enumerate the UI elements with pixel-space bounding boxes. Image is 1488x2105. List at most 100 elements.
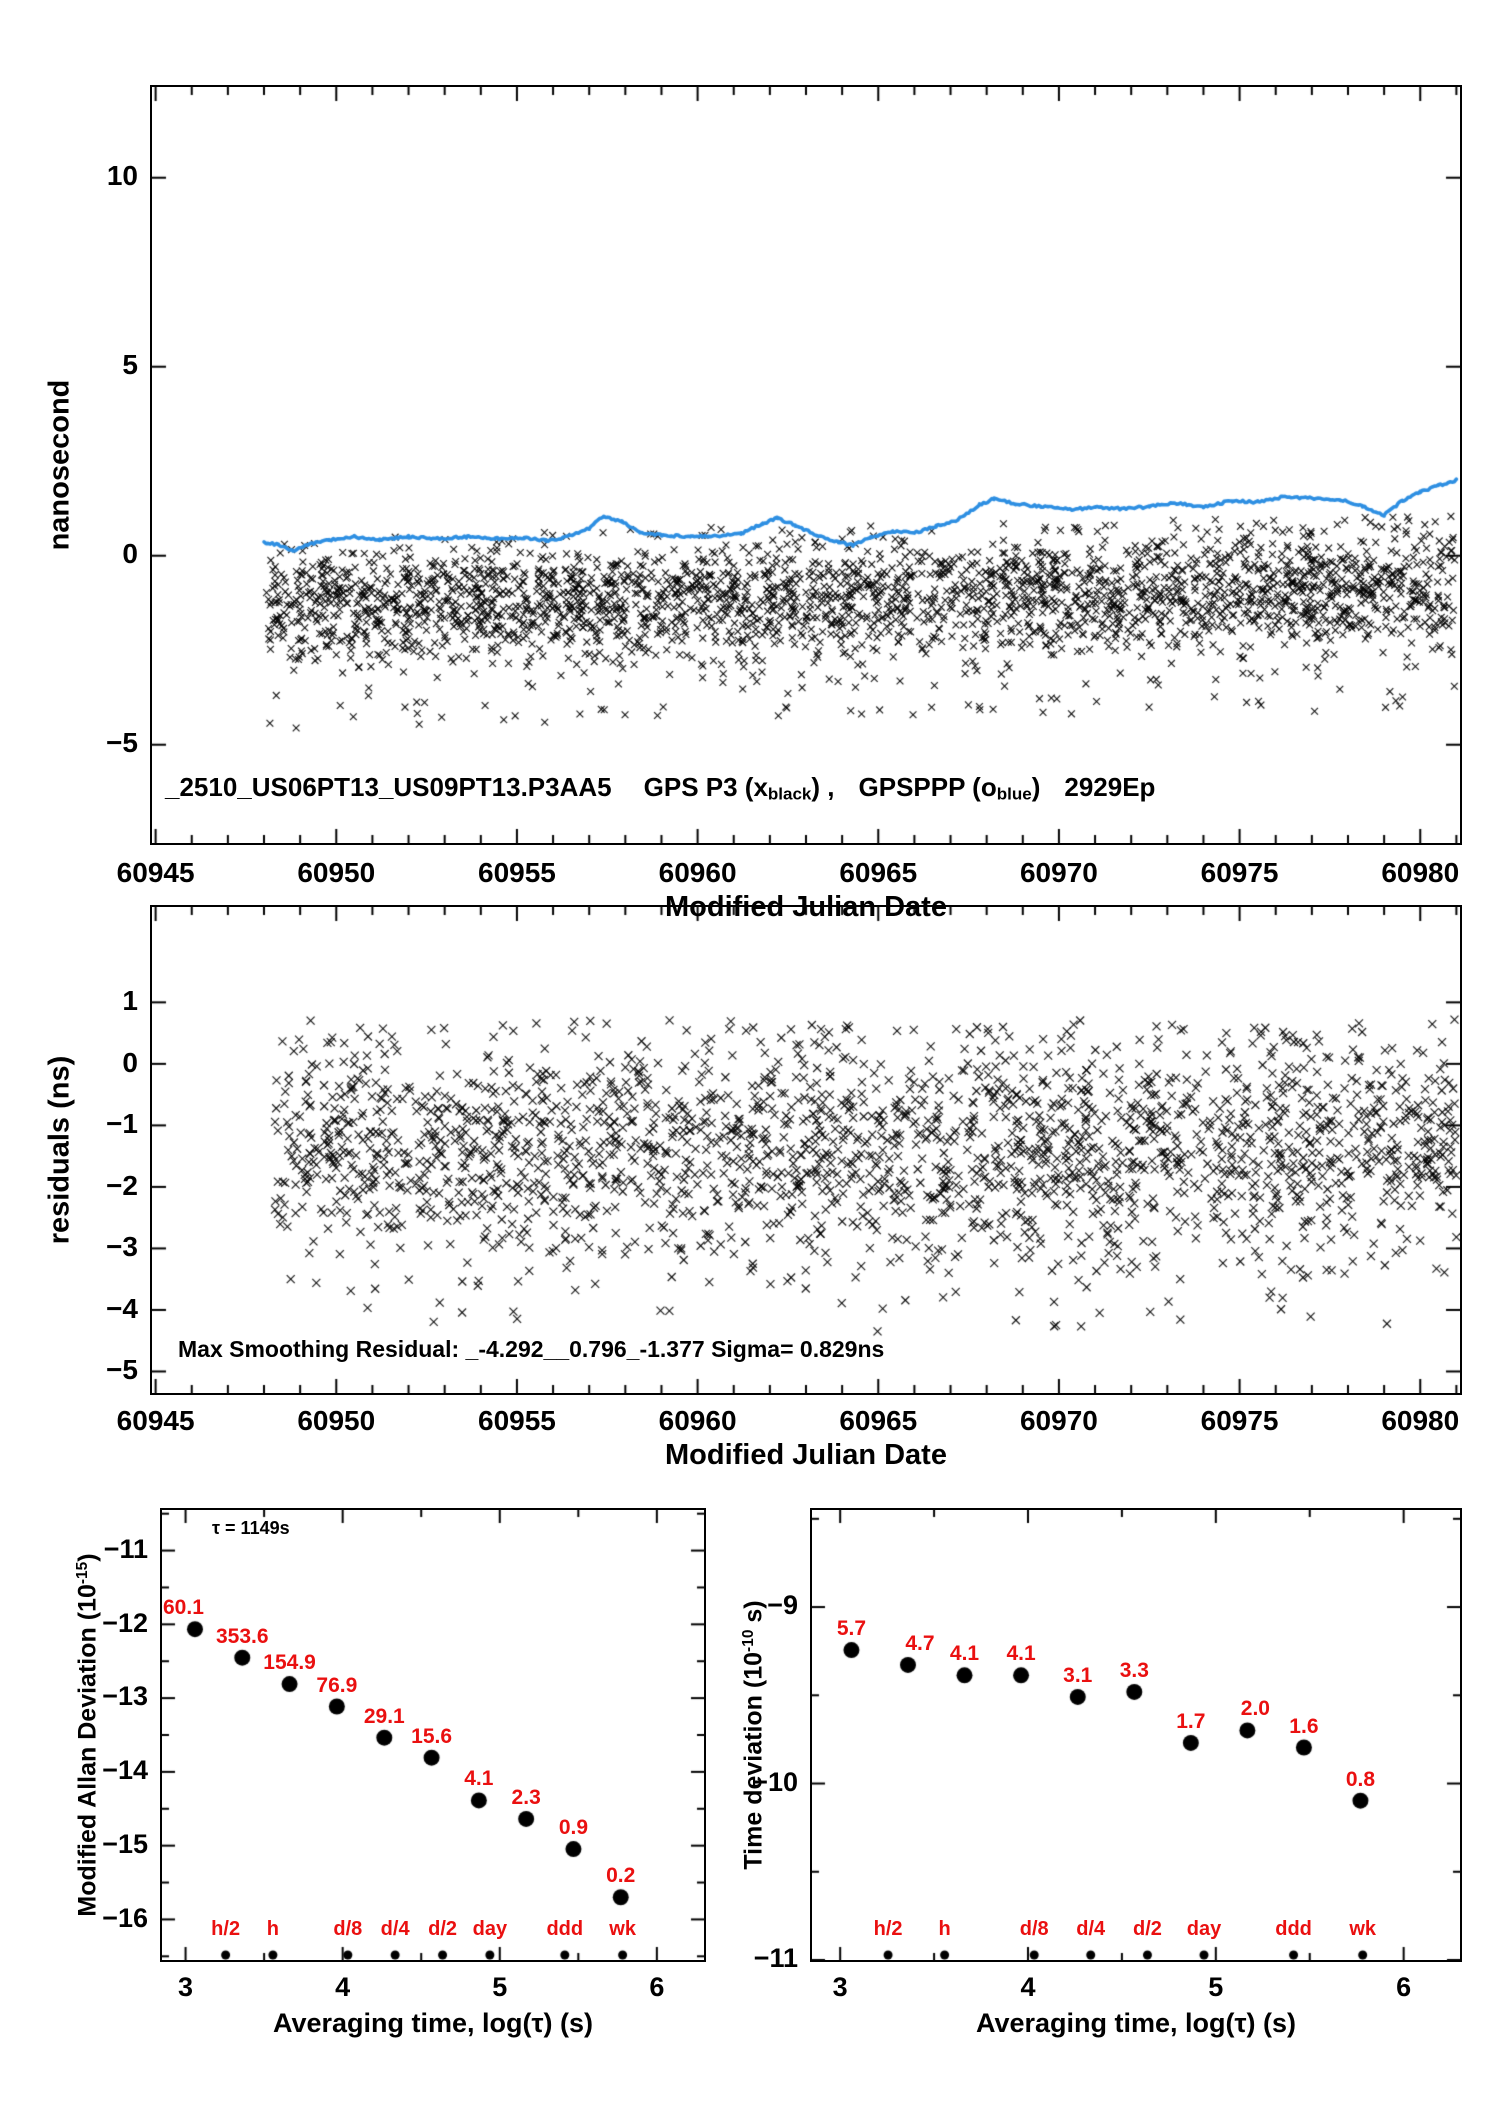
y-tick-label: −13 xyxy=(102,1681,148,1712)
x-tick-label: 60970 xyxy=(1019,1405,1098,1436)
y-tick-label: −4 xyxy=(106,1292,138,1324)
tau-marker-label: ddd xyxy=(1275,1918,1312,1940)
y-tick-label: −9 xyxy=(767,1590,798,1621)
x-tick-label: 4 xyxy=(335,1972,351,2002)
tau-annotation: τ = 1149s xyxy=(212,1518,290,1538)
point-value-label: 154.9 xyxy=(263,1651,316,1675)
gps-p3-legend-close: ) , xyxy=(811,772,835,802)
tdev-yaxis-title-pre: Time deviation (10 xyxy=(739,1651,768,1870)
x-tick-label: 3 xyxy=(832,1972,848,2002)
x-tick-label: 60945 xyxy=(116,857,195,888)
y-tick-label: −14 xyxy=(102,1755,148,1786)
x-tick-label: 6 xyxy=(1396,1972,1412,2002)
phase-scatter-canvas xyxy=(152,87,1460,843)
y-tick-label: −16 xyxy=(102,1902,148,1933)
x-tick-label: 60965 xyxy=(839,1405,918,1436)
point-value-label: 1.7 xyxy=(1176,1709,1206,1733)
residuals-plot-panel xyxy=(150,905,1462,1395)
point-value-label: 60.1 xyxy=(163,1596,204,1620)
tau-marker-label: wk xyxy=(1349,1918,1377,1940)
x-tick-label: 60955 xyxy=(478,1405,556,1436)
gpsppp-legend-close: ) xyxy=(1031,772,1041,802)
x-tick-label: 60970 xyxy=(1019,857,1098,888)
point-value-label: 3.1 xyxy=(1063,1663,1093,1687)
phase-plot-title: _2510_US06PT13_US09PT13.P3AA5 GPS P3 (x bl… xyxy=(165,772,1465,805)
phase-yaxis-title: nanosecond xyxy=(43,379,76,551)
tdev-scatter-canvas xyxy=(812,1510,1460,1960)
x-tick-label: 60960 xyxy=(658,1405,737,1436)
mdev-yaxis-title-sup: -15 xyxy=(73,1561,91,1585)
point-value-label: 29.1 xyxy=(363,1704,405,1728)
point-value-label: 76.9 xyxy=(316,1673,358,1697)
y-tick-label: −15 xyxy=(102,1828,148,1859)
x-tick-label: 3 xyxy=(178,1972,194,2002)
tdev-yaxis-title: Time deviation (10-10 s) xyxy=(740,1600,769,1869)
y-tick-label: −5 xyxy=(106,727,138,759)
x-tick-label: 6 xyxy=(649,1972,665,2002)
tau-marker-label: d/4 xyxy=(1076,1918,1106,1940)
x-tick-label: 60945 xyxy=(116,1405,195,1436)
x-tick-label: 5 xyxy=(1208,1972,1224,2002)
point-value-label: 3.3 xyxy=(1119,1658,1149,1682)
point-value-label: 353.6 xyxy=(215,1624,269,1648)
y-tick-label: −12 xyxy=(102,1607,148,1638)
tau-marker-label: ddd xyxy=(546,1918,584,1940)
tdev-xaxis-title: Averaging time, log(τ) (s) xyxy=(975,2008,1297,2038)
tau-marker-label: h/2 xyxy=(211,1918,241,1940)
x-tick-label: 60965 xyxy=(839,857,918,888)
y-tick-label: −11 xyxy=(753,1943,798,1974)
y-tick-label: 1 xyxy=(122,984,138,1016)
x-tick-label: 60955 xyxy=(478,857,556,888)
point-value-label: 15.6 xyxy=(411,1724,453,1748)
x-tick-label: 60950 xyxy=(297,857,376,888)
y-tick-label: −10 xyxy=(752,1766,798,1797)
gps-p3-legend-label: GPS P3 (x xyxy=(643,772,768,802)
y-tick-label: 10 xyxy=(106,160,138,192)
point-value-label: 4.7 xyxy=(905,1631,935,1655)
x-tick-label: 60975 xyxy=(1200,1405,1279,1436)
point-value-label: 2.3 xyxy=(511,1785,541,1809)
phase-xaxis-title: Modified Julian Date xyxy=(665,891,947,923)
tau-marker-label: h xyxy=(938,1918,951,1940)
tau-marker-label: wk xyxy=(609,1918,636,1940)
point-value-label: 4.1 xyxy=(949,1642,980,1666)
point-value-label: 0.8 xyxy=(1345,1767,1376,1791)
y-tick-label: 0 xyxy=(122,538,138,570)
tau-marker-label: d/2 xyxy=(428,1918,458,1940)
y-tick-label: −2 xyxy=(106,1169,138,1201)
tau-marker-label: d/8 xyxy=(1019,1918,1049,1940)
gpsppp-legend-sub: blue xyxy=(996,784,1032,804)
tdev-yaxis-title-sup: -10 xyxy=(739,1629,757,1652)
tau-marker-label: d/2 xyxy=(1133,1918,1162,1940)
gpsppp-legend-label: GPSPPP (o xyxy=(858,772,997,802)
x-tick-label: 60950 xyxy=(297,1405,376,1436)
point-value-label: 0.2 xyxy=(606,1864,636,1888)
x-tick-label: 60975 xyxy=(1200,857,1279,888)
point-value-label: 5.7 xyxy=(836,1617,867,1641)
tau-marker-label: day xyxy=(1186,1918,1222,1940)
y-tick-label: −11 xyxy=(103,1533,148,1564)
y-tick-label: −3 xyxy=(106,1231,138,1263)
mdev-scatter-canvas xyxy=(162,1510,704,1960)
x-tick-label: 5 xyxy=(492,1972,508,2002)
y-tick-label: 0 xyxy=(122,1046,138,1078)
y-tick-label: −1 xyxy=(106,1108,138,1140)
tau-marker-label: h xyxy=(266,1918,280,1940)
tau-marker-label: day xyxy=(472,1918,508,1940)
residuals-xaxis-title: Modified Julian Date xyxy=(665,1439,947,1471)
x-tick-label: 60980 xyxy=(1381,1405,1460,1436)
tdev-plot-panel xyxy=(810,1508,1462,1962)
x-tick-label: 4 xyxy=(1020,1972,1036,2002)
mdev-xaxis-title: Averaging time, log(τ) (s) xyxy=(272,2008,594,2038)
point-value-label: 4.1 xyxy=(464,1767,494,1791)
point-value-label: 0.9 xyxy=(558,1816,589,1840)
point-value-label: 4.1 xyxy=(1006,1642,1036,1666)
point-value-label: 1.6 xyxy=(1289,1714,1319,1738)
dataset-id-label: _2510_US06PT13_US09PT13.P3AA5 xyxy=(165,772,612,802)
tau-marker-label: h/2 xyxy=(873,1918,903,1940)
x-tick-label: 60980 xyxy=(1381,857,1460,888)
max-smoothing-residual-annotation: Max Smoothing Residual: _-4.292__0.796_-… xyxy=(178,1336,885,1362)
point-value-label: 2.0 xyxy=(1240,1697,1270,1721)
y-tick-label: −5 xyxy=(106,1354,138,1386)
